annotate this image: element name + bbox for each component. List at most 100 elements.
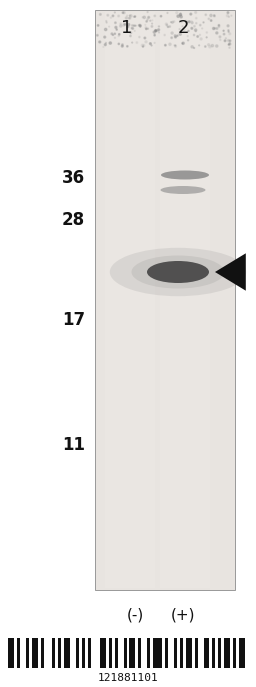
Circle shape (177, 15, 179, 17)
Circle shape (135, 25, 136, 26)
Circle shape (145, 41, 147, 43)
Circle shape (150, 20, 151, 21)
Circle shape (143, 46, 144, 47)
Circle shape (123, 12, 125, 14)
Circle shape (151, 25, 153, 27)
Circle shape (134, 30, 135, 32)
Circle shape (121, 45, 123, 47)
Circle shape (195, 12, 197, 14)
Circle shape (104, 28, 107, 31)
Circle shape (120, 23, 122, 25)
Circle shape (171, 32, 173, 34)
Circle shape (171, 37, 173, 38)
Bar (76, 638, 79, 668)
Circle shape (118, 15, 120, 17)
Bar (64, 638, 70, 668)
Circle shape (165, 45, 166, 46)
Circle shape (131, 25, 133, 26)
Circle shape (99, 41, 101, 43)
Circle shape (114, 33, 115, 34)
Circle shape (122, 12, 124, 14)
Circle shape (129, 17, 131, 19)
Circle shape (160, 16, 162, 17)
Circle shape (135, 16, 136, 17)
Circle shape (200, 38, 202, 40)
Circle shape (104, 36, 106, 38)
Circle shape (115, 22, 116, 23)
Circle shape (155, 30, 157, 32)
Circle shape (175, 36, 176, 38)
Circle shape (106, 22, 107, 23)
Circle shape (147, 28, 148, 30)
Bar (165, 638, 168, 668)
Circle shape (145, 27, 147, 29)
Bar (115, 638, 118, 668)
Ellipse shape (147, 261, 209, 283)
Bar (204, 638, 209, 668)
Circle shape (216, 32, 218, 34)
Circle shape (229, 40, 231, 41)
Circle shape (203, 22, 204, 23)
Circle shape (176, 12, 178, 14)
Bar (109, 638, 112, 668)
Circle shape (116, 29, 117, 30)
Circle shape (179, 14, 182, 16)
Circle shape (228, 30, 229, 31)
Circle shape (115, 26, 117, 28)
Circle shape (214, 14, 215, 16)
Circle shape (213, 27, 215, 30)
Circle shape (188, 40, 189, 41)
Ellipse shape (110, 248, 246, 296)
Circle shape (130, 35, 131, 36)
Bar (32, 638, 38, 668)
Bar (58, 638, 61, 668)
Circle shape (185, 21, 187, 22)
Bar (212, 638, 215, 668)
Bar (186, 638, 192, 668)
Circle shape (210, 14, 212, 16)
Circle shape (133, 16, 134, 17)
Circle shape (124, 23, 126, 25)
Circle shape (179, 14, 182, 16)
Circle shape (147, 19, 148, 20)
Circle shape (208, 18, 210, 20)
Circle shape (205, 46, 206, 47)
Bar (130, 638, 135, 668)
Circle shape (122, 44, 123, 45)
Circle shape (139, 24, 141, 26)
Circle shape (208, 44, 210, 46)
Circle shape (191, 27, 193, 30)
Circle shape (231, 15, 232, 16)
Circle shape (209, 46, 211, 48)
Circle shape (118, 35, 120, 36)
Circle shape (173, 21, 175, 22)
Circle shape (223, 34, 225, 35)
Circle shape (210, 20, 212, 21)
Circle shape (155, 30, 156, 31)
Bar (8, 638, 14, 668)
Polygon shape (215, 254, 246, 291)
Circle shape (227, 25, 229, 27)
Ellipse shape (132, 256, 225, 289)
Circle shape (143, 45, 145, 46)
Circle shape (164, 34, 165, 36)
Circle shape (111, 33, 113, 35)
Circle shape (226, 14, 229, 16)
Circle shape (150, 43, 151, 45)
Circle shape (121, 45, 123, 47)
Circle shape (118, 43, 120, 45)
Circle shape (158, 26, 159, 27)
Circle shape (182, 43, 183, 44)
Circle shape (188, 30, 189, 32)
Bar (41, 638, 44, 668)
Circle shape (215, 27, 216, 29)
Circle shape (112, 15, 114, 16)
Circle shape (167, 12, 168, 14)
Circle shape (186, 21, 188, 23)
Text: (-): (-) (126, 607, 144, 622)
Circle shape (127, 26, 129, 27)
Bar (153, 638, 162, 668)
Bar (224, 638, 230, 668)
Circle shape (191, 45, 193, 48)
Circle shape (132, 27, 134, 30)
